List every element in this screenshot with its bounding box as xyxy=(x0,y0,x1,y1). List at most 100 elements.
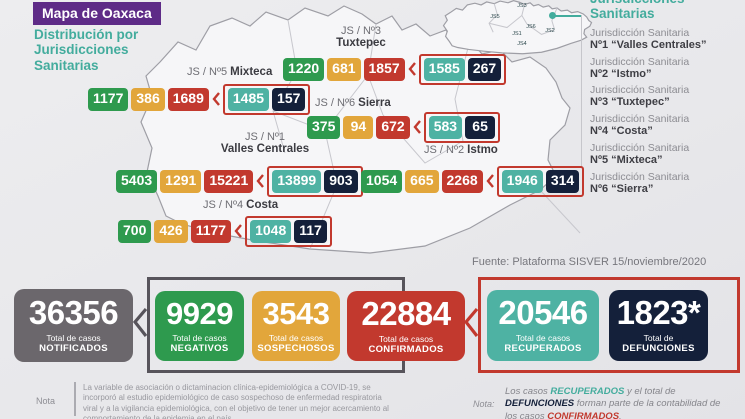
chevron-left-icon xyxy=(486,174,494,189)
pill-confirmados: 1689 xyxy=(167,88,209,111)
legend-item: Jurisdicción Sanitaria Nº1 “Valles Centr… xyxy=(590,27,742,52)
pill-negativos: 1177 xyxy=(88,88,129,111)
chevron-left-icon xyxy=(212,92,220,107)
source-text: Fuente: Plataforma SISVER 15/noviembre/2… xyxy=(472,256,707,268)
title-badge: Mapa de Oaxaca xyxy=(33,2,161,25)
stat-sospechosos: 3543 Total de casos SOSPECHOSOS xyxy=(252,291,340,361)
stat-label: Total de casos xyxy=(378,333,434,344)
jurisdiction-name: Tuxtepec xyxy=(336,37,386,49)
pill-sospechosos: 665 xyxy=(405,170,439,193)
note-right-text: Los casos RECUPERADOS y el total de DEFU… xyxy=(505,386,723,419)
pill-recuperados: 1946 xyxy=(501,170,543,193)
pill-sospechosos: 1291 xyxy=(160,170,202,193)
legend-item-name: Nº1 “Valles Centrales” xyxy=(590,39,707,52)
minimap-connector-line xyxy=(555,14,581,17)
note-left-label: Nota xyxy=(36,396,56,406)
minimap-label-js5: JS5 xyxy=(490,14,500,20)
jurisdiction-row-mixteca: 1177 386 1689 1485 157 xyxy=(88,84,311,115)
stat-value: 20546 xyxy=(498,294,588,332)
jurisdiction-name: Mixteca xyxy=(230,66,273,78)
map-border-line xyxy=(539,189,581,234)
chevron-left-icon xyxy=(256,174,265,189)
legend-item-prefix: Jurisdicción Sanitaria xyxy=(590,55,690,68)
jurisdiction-name: Costa xyxy=(246,199,279,211)
stat-value: 9929 xyxy=(166,295,233,331)
jurisdiction-name: Valles Centrales xyxy=(220,143,310,155)
pill-recuperados: 1048 xyxy=(250,220,292,243)
stat-label-bold: CONFIRMADOS xyxy=(368,343,444,355)
jurisdiction-label-istmo: JS / Nº2 Istmo xyxy=(424,144,498,156)
stat-value: 1823* xyxy=(616,294,701,332)
legend-item-name: Nº5 “Mixteca” xyxy=(590,153,663,166)
legend-item-name: Nº6 “Sierra” xyxy=(590,182,654,195)
chevron-left-icon xyxy=(133,307,148,337)
legend-item-name: Nº4 “Costa” xyxy=(590,125,653,138)
pill-sospechosos: 426 xyxy=(154,220,188,243)
legend-item-prefix: Jurisdicción Sanitaria xyxy=(590,141,690,154)
stat-label: Total de casos xyxy=(46,333,101,344)
minimap-label-js6: JS6 xyxy=(526,24,536,30)
note-divider xyxy=(74,382,76,416)
pill-sospechosos: 681 xyxy=(327,58,361,81)
jurisdiction-name: Sierra xyxy=(358,97,391,109)
stat-label-bold: NEGATIVOS xyxy=(170,342,229,354)
jurisdiction-label-costa: JS / Nº4 Costa xyxy=(203,199,278,211)
recovered-deaths-group: 13899 903 xyxy=(267,166,363,197)
note-right-recuperados: RECUPERADOS xyxy=(550,386,625,397)
legend-item-prefix: Jurisdicción Sanitaria xyxy=(590,27,690,39)
legend-item: Jurisdicción Sanitaria Nº6 “Sierra” xyxy=(590,171,742,196)
note-left-text: La variable de asociación o dictaminacio… xyxy=(83,383,389,419)
pill-confirmados: 1857 xyxy=(363,58,405,81)
stat-label-bold: DEFUNCIONES xyxy=(622,343,695,355)
legend-item: Jurisdicción Sanitaria Nº5 “Mixteca” xyxy=(590,142,742,167)
legend-item: Jurisdicción Sanitaria Nº2 “Istmo” xyxy=(590,56,742,81)
recovered-deaths-group: 1585 267 xyxy=(418,54,507,85)
chevron-left-icon xyxy=(464,307,479,337)
chevron-left-icon xyxy=(408,62,416,77)
stat-label: Total de xyxy=(643,333,674,344)
recovered-deaths-group: 1485 157 xyxy=(222,84,311,115)
jurisdiction-label-tuxtepec: JS / Nº3 Tuxtepec xyxy=(320,25,402,49)
note-right-label: Nota: xyxy=(473,399,495,409)
pill-confirmados: 15221 xyxy=(204,170,254,193)
jurisdictions-legend: Jurisdicción Sanitaria Nº1 “Valles Centr… xyxy=(590,27,742,199)
jurisdiction-row-valles: 5403 1291 15221 13899 903 xyxy=(116,166,363,197)
pill-defunciones: 267 xyxy=(467,58,502,81)
pill-recuperados: 13899 xyxy=(272,170,322,193)
jurisdiction-prefix: JS / Nº5 xyxy=(187,66,228,78)
legend-item-prefix: Jurisdicción Sanitaria xyxy=(590,113,690,126)
oaxaca-minimap: JS5 JS3 JS1 JS6 JS2 JS4 xyxy=(438,0,598,58)
pill-defunciones: 65 xyxy=(465,116,496,139)
chevron-left-icon xyxy=(234,224,243,239)
pill-confirmados: 1177 xyxy=(190,220,232,243)
note-right-part: forman parte de la contabilidad de los c… xyxy=(505,398,721,419)
stat-value: 22884 xyxy=(361,294,451,332)
pill-defunciones: 157 xyxy=(272,88,306,111)
jurisdiction-label-valles: JS / Nº1 Valles Centrales xyxy=(205,131,325,155)
pill-recuperados: 583 xyxy=(428,116,463,139)
pill-defunciones: 117 xyxy=(294,220,327,243)
minimap-label-js3: JS3 xyxy=(517,3,527,9)
pill-confirmados: 2268 xyxy=(441,170,483,193)
recovered-deaths-group: 1048 117 xyxy=(245,216,332,247)
minimap-label-js1: JS1 xyxy=(512,31,522,37)
pill-negativos: 5403 xyxy=(116,170,158,193)
stat-defunciones: 1823* Total de DEFUNCIONES xyxy=(609,290,708,361)
pill-sospechosos: 94 xyxy=(343,116,374,139)
note-right-part: y el total de xyxy=(624,386,676,397)
legend-item: Jurisdicción Sanitaria Nº3 “Tuxtepec” xyxy=(590,84,742,109)
jurisdiction-prefix: JS / Nº2 xyxy=(424,144,465,156)
subtitle: Distribución por Jurisdicciones Sanitari… xyxy=(34,27,139,73)
legend-item-prefix: Jurisdicción Sanitaria xyxy=(590,170,690,183)
pill-confirmados: 672 xyxy=(376,116,410,139)
stat-label-bold: SOSPECHOSOS xyxy=(257,342,335,354)
note-right-defunciones: DEFUNCIONES xyxy=(505,398,575,410)
pill-recuperados: 1485 xyxy=(227,88,270,111)
stat-confirmados: 22884 Total de casos CONFIRMADOS xyxy=(347,291,465,361)
stat-label: Total de casos xyxy=(515,333,571,344)
jurisdiction-row-tuxtepec: 1220 681 1857 1585 267 xyxy=(283,54,507,85)
legend-item-name: Nº3 “Tuxtepec” xyxy=(590,96,670,109)
chevron-left-icon xyxy=(413,120,421,135)
jurisdiction-name: Istmo xyxy=(467,144,498,156)
